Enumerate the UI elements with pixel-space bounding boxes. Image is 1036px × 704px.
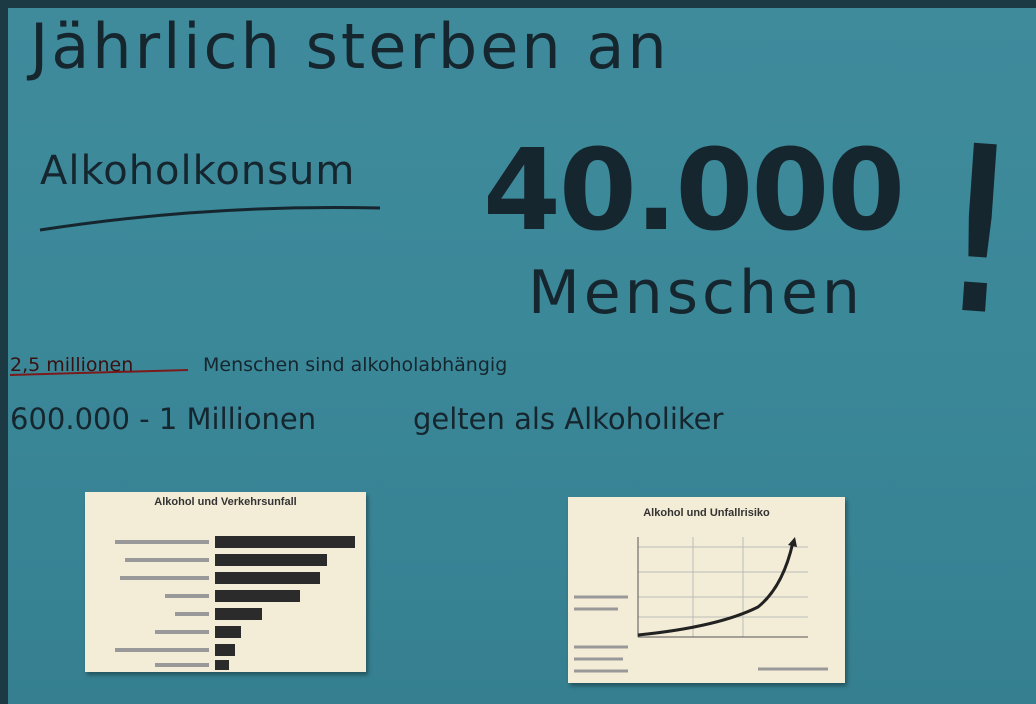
exclamation: ! <box>925 115 1033 351</box>
chart-card-right: Alkohol und Unfallrisiko <box>568 497 845 683</box>
chart-card-left: Alkohol und Verkehrsunfall <box>85 492 366 672</box>
line1-highlight: 2,5 millionen <box>10 354 133 376</box>
big-number: 40.000 <box>483 126 903 256</box>
line2-part2: gelten als Alkoholiker <box>413 402 723 436</box>
line1-rest: Menschen sind alkoholabhängig <box>203 354 507 376</box>
poster-board: Jährlich sterben an Alkoholkonsum 40.000… <box>8 8 1036 704</box>
bar-sketch <box>85 492 366 672</box>
line2-part1: 600.000 - 1 Millionen <box>10 402 316 436</box>
page: {"poster": { "headline": "Jährlich sterb… <box>0 0 1036 704</box>
curve-sketch <box>568 497 845 683</box>
underline <box>40 207 380 230</box>
people: Menschen <box>528 258 864 328</box>
